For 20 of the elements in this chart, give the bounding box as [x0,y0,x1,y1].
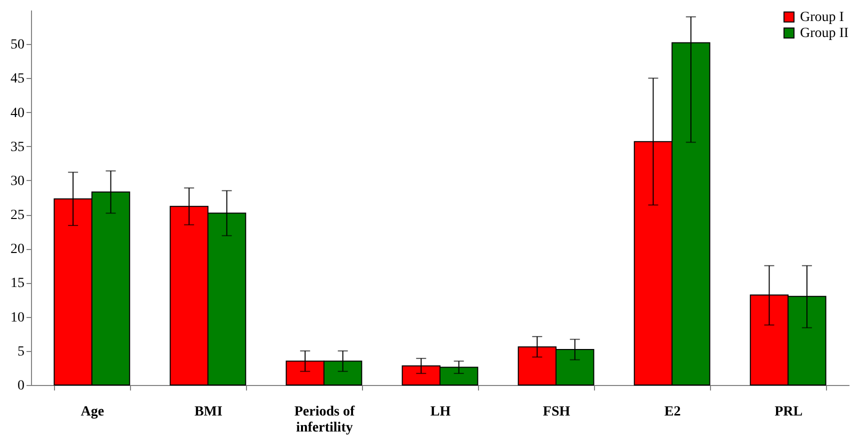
y-tick-label: 50 [10,38,24,53]
y-tick-label: 35 [10,140,24,155]
y-tick-label: 0 [18,378,24,394]
y-tick-label: 30 [10,174,24,189]
x-tick-label: E2 [664,404,681,420]
x-tick-label: FSH [542,404,570,420]
y-tick-label: 25 [10,208,24,224]
x-tick-label: BMI [194,404,222,420]
y-tick-label: 15 [10,276,24,292]
x-tick-label: PRL [774,404,803,420]
x-tick-label: Age [80,404,104,420]
y-tick-label: 5 [18,344,24,360]
y-tick-label: 40 [10,106,24,121]
y-tick-label: 20 [10,242,24,258]
legend-label: Group II [800,26,849,41]
y-tick-label: 10 [10,310,24,326]
legend-label: Group I [800,10,844,25]
y-tick-label: 45 [10,72,24,87]
x-tick-label: LH [430,404,451,420]
x-tick-label: Periods of infertility [294,404,355,436]
